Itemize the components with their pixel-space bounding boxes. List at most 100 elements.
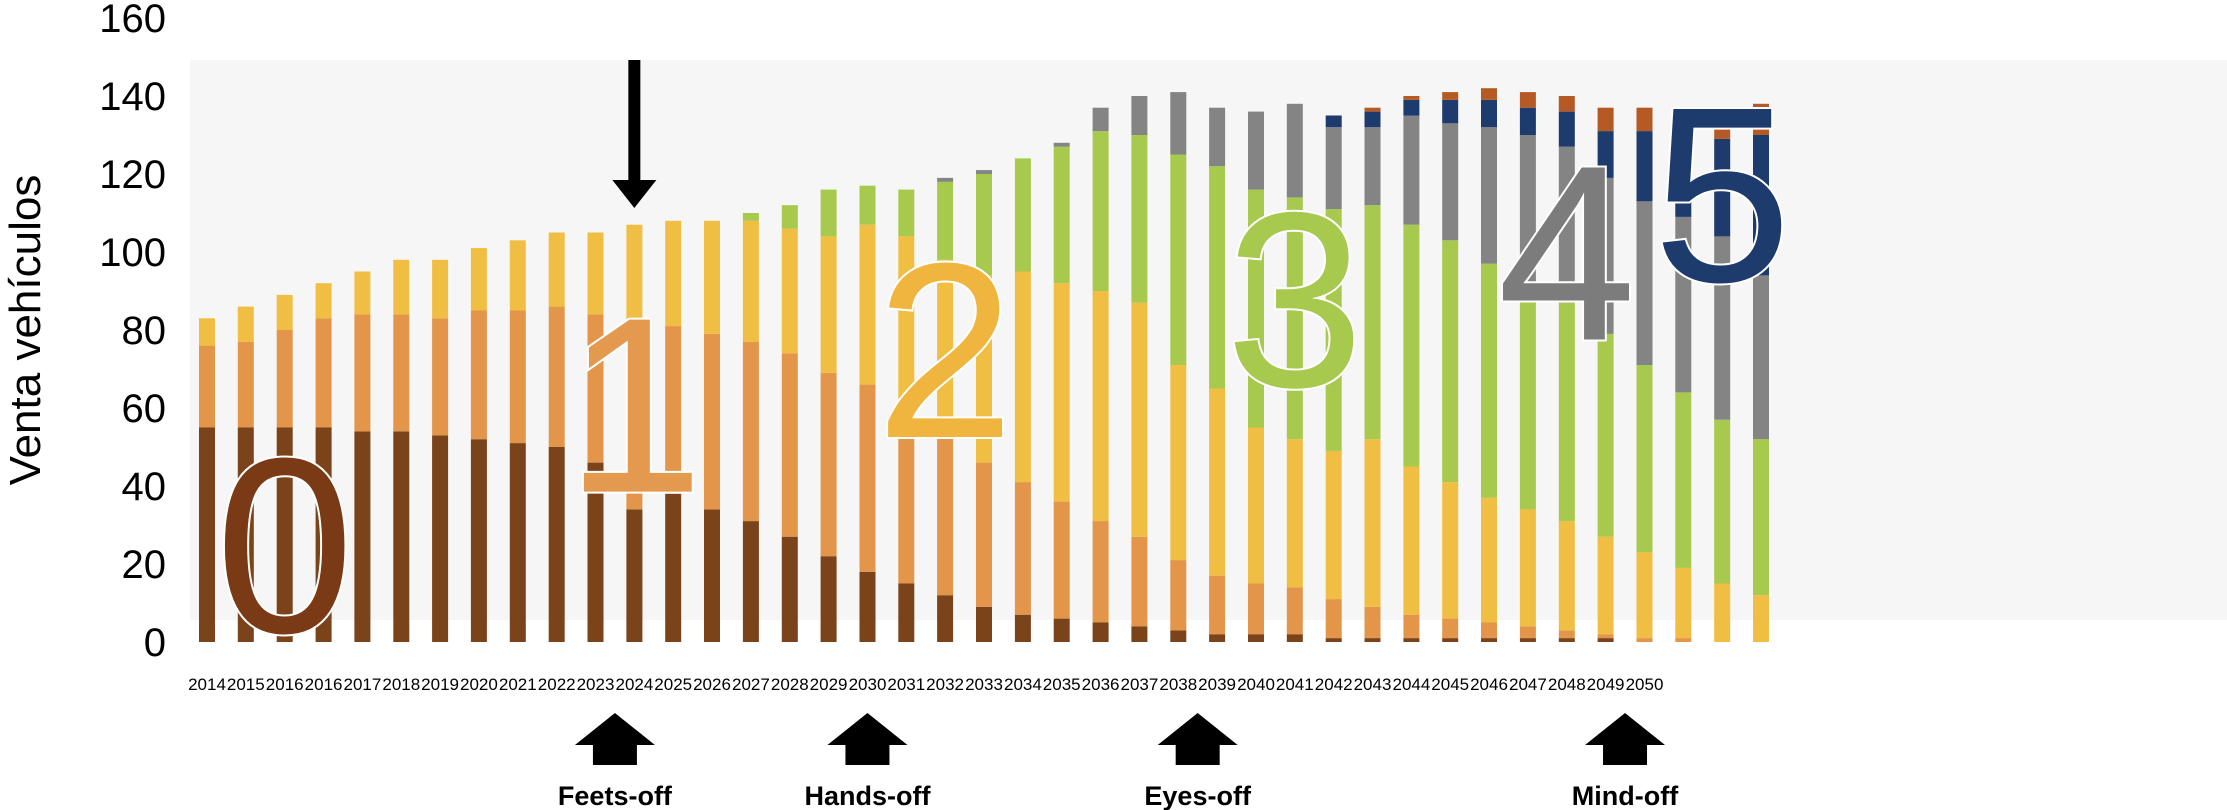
bar-segment	[1636, 638, 1653, 642]
x-tick-label: 2016	[266, 675, 304, 694]
level-number-label: 2	[876, 211, 1015, 490]
bar-segment	[1597, 107, 1614, 132]
x-tick-label: 2049	[1587, 675, 1625, 694]
bar-segment	[781, 353, 798, 537]
bar-segment	[1092, 521, 1109, 623]
bar-segment	[470, 439, 487, 642]
bar-segment	[1442, 92, 1459, 100]
bar-stack	[1053, 142, 1070, 642]
x-tick-label: 2044	[1392, 675, 1430, 694]
bar-segment	[742, 213, 759, 221]
bar-segment	[1636, 107, 1653, 132]
bar-segment	[587, 232, 604, 315]
bar-segment	[1286, 103, 1303, 198]
bar-segment	[1325, 127, 1342, 210]
bar-segment	[1364, 205, 1381, 440]
bar-stack	[1714, 111, 1731, 642]
bar-segment	[1597, 333, 1614, 537]
y-axis: 0 20 40 60 80 100 120 140 160	[99, 0, 166, 665]
bar-segment	[470, 248, 487, 311]
bar-segment	[1248, 583, 1264, 635]
bar-stack	[859, 185, 876, 642]
bar-stack	[1753, 103, 1769, 642]
bar-segment	[1364, 638, 1381, 642]
bar-segment	[1364, 127, 1381, 206]
level-number-label: 0	[215, 406, 354, 685]
x-tick-label: 2014	[188, 675, 226, 694]
bar-segment	[1053, 283, 1070, 502]
bar-segment	[1442, 123, 1459, 241]
x-tick-label: 2025	[654, 675, 692, 694]
bar-segment	[1519, 92, 1536, 108]
bar-segment	[354, 271, 371, 315]
bar-segment	[199, 318, 215, 346]
bar-segment	[1753, 103, 1769, 135]
bar-segment	[1442, 638, 1459, 642]
bar-segment	[1481, 88, 1497, 100]
bar-stack	[1675, 107, 1692, 642]
bar-stack	[315, 283, 332, 642]
bar-segment	[432, 259, 449, 319]
bar-segment	[1558, 638, 1575, 642]
bar-segment	[626, 224, 643, 323]
bar-segment	[1675, 107, 1692, 132]
bar-segment	[199, 345, 215, 428]
bar-segment	[1209, 388, 1226, 576]
bar-segment	[976, 170, 992, 174]
bar-segment	[1714, 583, 1731, 642]
bar-segment	[976, 174, 992, 276]
x-tick-label: 2050	[1626, 675, 1664, 694]
x-tick-label: 2023	[577, 675, 615, 694]
annotations: Feets-off Hands-off Eyes-off Mind-off	[558, 60, 1679, 810]
bar-segment	[1053, 146, 1070, 284]
bar-stack	[354, 271, 371, 642]
bar-segment	[315, 318, 332, 428]
bar-segment	[1092, 291, 1109, 522]
milestone-label: Eyes-off	[1144, 781, 1252, 810]
bar-segment	[1286, 634, 1303, 642]
bar-segment	[1403, 224, 1420, 467]
bar-segment	[1014, 271, 1031, 483]
bar-stack	[1092, 107, 1109, 642]
x-tick-label: 2017	[343, 675, 381, 694]
bar-segment	[354, 431, 371, 642]
bar-segment	[548, 447, 565, 642]
bar-segment	[1403, 96, 1420, 100]
bar-segment	[1131, 626, 1148, 642]
bar-segment	[1014, 614, 1031, 642]
bar-segment	[859, 571, 876, 642]
bar-segment	[1753, 275, 1769, 440]
bar-segment	[1753, 595, 1769, 642]
bar-segment	[1209, 575, 1226, 635]
x-tick-label: 2045	[1431, 675, 1469, 694]
bar-segment	[704, 220, 720, 334]
y-tick-label: 40	[122, 465, 167, 509]
x-tick-label: 2047	[1509, 675, 1547, 694]
bar-segment	[820, 556, 837, 642]
down-arrow-icon	[612, 60, 657, 208]
x-tick-label: 2032	[926, 675, 964, 694]
bar-segment	[237, 427, 254, 642]
x-tick-label: 2040	[1237, 675, 1275, 694]
bar-segment	[1170, 560, 1187, 631]
bar-segment	[1325, 209, 1342, 451]
x-tick-label: 2026	[693, 675, 731, 694]
bar-segment	[1714, 138, 1731, 237]
bar-segment	[276, 427, 293, 642]
bar-segment	[1481, 263, 1497, 498]
bar-segment	[1131, 302, 1148, 537]
bar-segment	[626, 509, 643, 642]
bar-segment	[354, 314, 371, 432]
bar-segment	[509, 310, 526, 444]
milestone: Eyes-off	[1144, 713, 1252, 810]
bar-segment	[199, 427, 215, 642]
bar-segment	[704, 333, 720, 510]
x-tick-label: 2046	[1470, 675, 1508, 694]
bar-stack	[199, 318, 215, 642]
bar-segment	[276, 330, 293, 428]
bar-segment	[898, 189, 915, 237]
bar-segment	[1248, 111, 1264, 190]
x-tick-label: 2033	[965, 675, 1003, 694]
bar-segment	[1053, 501, 1070, 619]
bar-segment	[1481, 622, 1497, 639]
